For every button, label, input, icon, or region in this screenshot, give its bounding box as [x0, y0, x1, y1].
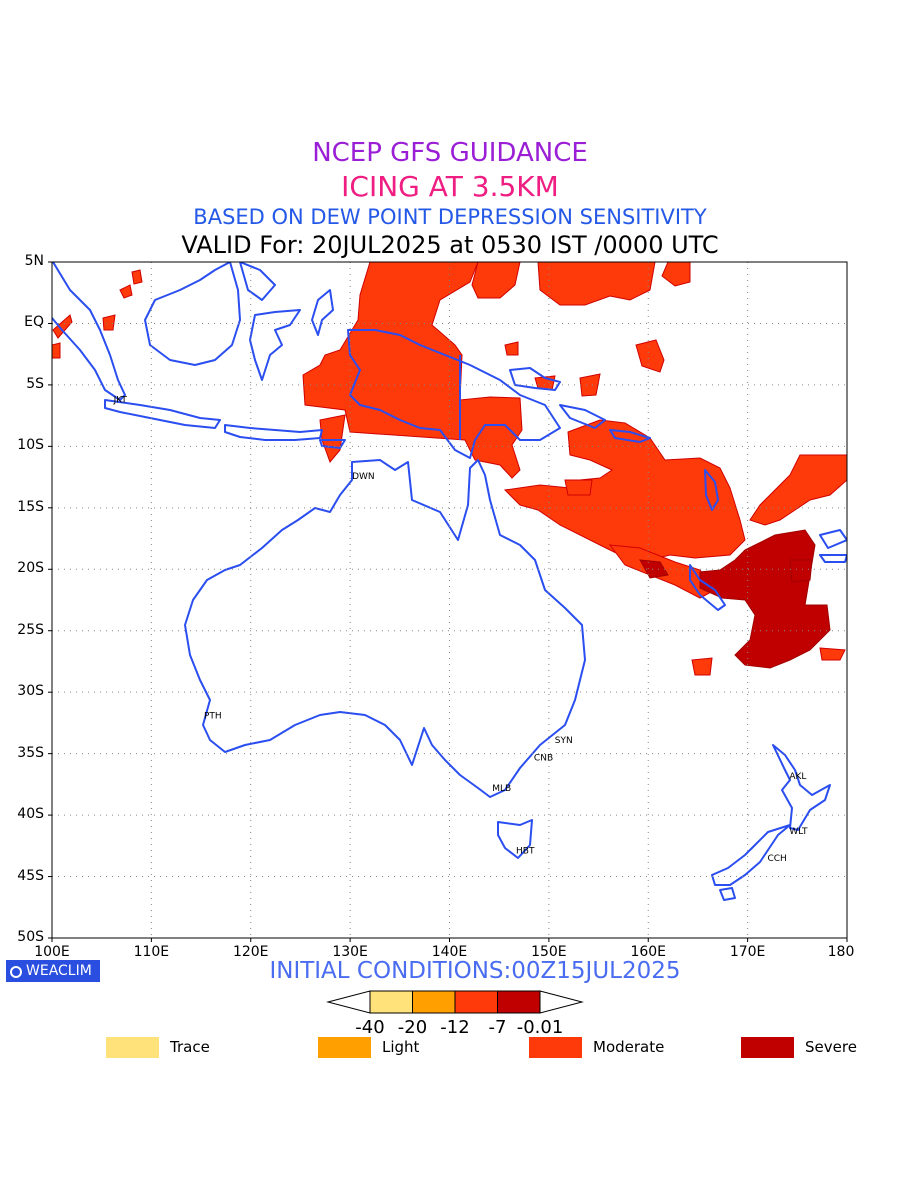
legend-swatch — [741, 1037, 794, 1058]
legend-swatch — [106, 1037, 159, 1058]
lon-label: 110E — [133, 944, 170, 960]
city-label: DWN — [352, 472, 375, 482]
lon-label: 130E — [332, 944, 368, 960]
valid-time: VALID For: 20JUL2025 at 0530 IST /0000 U… — [181, 231, 719, 259]
java-coast — [104, 399, 221, 429]
lat-label: 45S — [17, 867, 44, 884]
lat-label: 15S — [17, 498, 44, 515]
logo-ring-icon — [10, 966, 22, 978]
severe-icing-area — [639, 529, 831, 669]
city-label: MLB — [492, 784, 511, 794]
weaclim-logo: WEACLIM — [6, 960, 100, 982]
chart-title: NCEP GFS GUIDANCE — [312, 138, 588, 168]
lat-label: 25S — [17, 621, 44, 638]
legend-label: Trace — [170, 1038, 210, 1056]
lat-label: 20S — [17, 560, 44, 577]
initial-conditions: INITIAL CONDITIONS:00Z15JUL2025 — [269, 958, 681, 984]
colorbar-label: -7 — [488, 1017, 507, 1038]
lat-label: 30S — [17, 683, 44, 700]
method-note: BASED ON DEW POINT DEPRESSION SENSITIVIT… — [193, 205, 707, 229]
lon-label: 120E — [232, 944, 269, 960]
moderate-icing-area — [52, 262, 847, 676]
lat-label: 5N — [24, 253, 44, 269]
new-guinea-coast — [347, 329, 561, 459]
city-label: SYN — [555, 736, 573, 746]
lat-label: 50S — [17, 929, 44, 945]
legend-label: Light — [382, 1038, 420, 1056]
city-label: JKT — [113, 396, 128, 406]
nz-north-coast — [772, 744, 831, 831]
colorbar-label: -20 — [397, 1017, 428, 1038]
city-label: CNB — [534, 753, 553, 763]
lon-label: 160E — [630, 944, 667, 960]
australia-coast — [184, 459, 586, 798]
borneo-coast — [144, 262, 241, 366]
city-label: CCH — [767, 854, 786, 864]
nz-south-coast — [711, 824, 791, 886]
lon-label: 100E — [34, 944, 70, 960]
legend-swatch — [529, 1037, 582, 1058]
sulawesi-coast — [249, 309, 301, 381]
sumatra-coast — [52, 262, 126, 401]
lon-label: 150E — [531, 944, 567, 960]
gridlines — [52, 262, 847, 938]
lat-label: EQ — [24, 314, 44, 331]
chart-subtitle: ICING AT 3.5KM — [341, 170, 559, 203]
lon-label: 180 — [827, 944, 855, 960]
colorbar-label: -0.01 — [516, 1017, 564, 1038]
lon-label: 170E — [729, 944, 766, 960]
city-label: HBT — [516, 847, 535, 857]
colorbar-label: -40 — [355, 1017, 385, 1038]
city-label: AKL — [789, 772, 806, 782]
legend-swatch — [318, 1037, 371, 1058]
lon-label: 140E — [431, 944, 468, 960]
city-label: PTH — [204, 712, 222, 722]
legend-label: Moderate — [593, 1038, 665, 1056]
lat-label: 35S — [17, 744, 44, 761]
colorbar-label: -12 — [440, 1017, 470, 1038]
city-label: WLT — [789, 827, 808, 837]
tasmania-coast — [497, 819, 533, 859]
lat-label: 40S — [17, 806, 44, 823]
lat-label: 5S — [26, 375, 44, 392]
legend-label: Severe — [805, 1038, 857, 1056]
coastlines — [52, 262, 847, 901]
lat-label: 10S — [17, 437, 44, 454]
